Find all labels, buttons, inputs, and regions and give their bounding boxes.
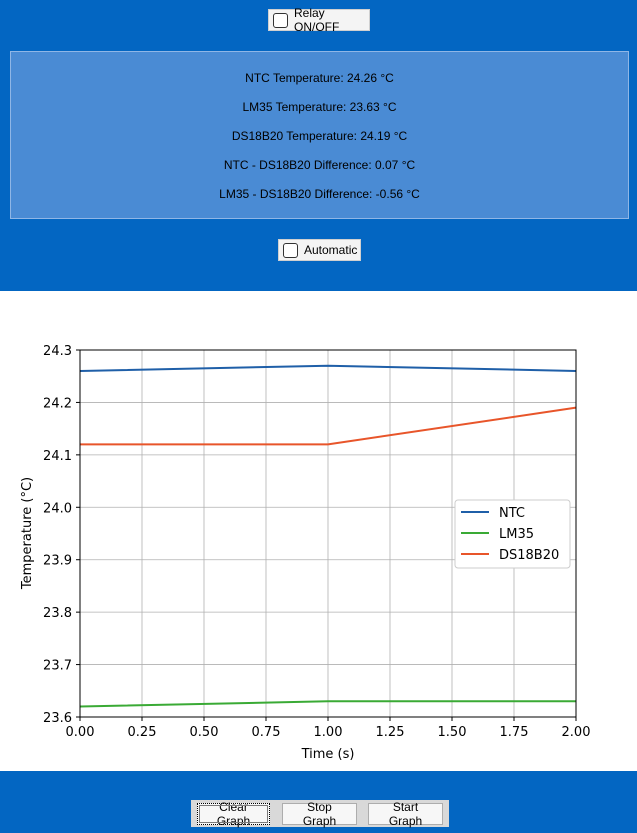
y-tick-label: 23.7	[43, 659, 72, 674]
x-tick-label: 0.75	[252, 725, 281, 740]
lm35-reading: LM35 Temperature: 23.63 °C	[242, 100, 397, 114]
ntc-difference-reading: NTC - DS18B20 Difference: 0.07 °C	[223, 158, 416, 172]
chart-legend: NTC LM35 DS18B20	[454, 499, 571, 569]
x-tick-label: 1.00	[314, 725, 343, 740]
x-tick-label: 0.50	[190, 725, 219, 740]
y-axis-label: Temperature (°C)	[20, 477, 35, 590]
y-tick-label: 24.2	[43, 396, 72, 411]
chart-series	[79, 364, 577, 708]
x-tick-label: 1.50	[438, 725, 467, 740]
x-tick-label: 0.25	[128, 725, 157, 740]
y-tick-label: 24.1	[43, 449, 72, 464]
x-axis-label: Time (s)	[301, 747, 355, 762]
x-tick-label: 1.25	[376, 725, 405, 740]
y-tick-label: 23.9	[43, 554, 72, 569]
lm35-difference-reading: LM35 - DS18B20 Difference: -0.56 °C	[219, 187, 420, 201]
checkbox-square-icon[interactable]	[283, 242, 298, 258]
x-tick-label: 0.00	[66, 725, 95, 740]
automatic-label: Automatic	[304, 243, 358, 257]
stop-graph-button[interactable]: Stop Graph	[282, 800, 357, 828]
legend-box	[454, 499, 571, 569]
series-line-lm35	[79, 700, 576, 708]
series-line-ntc	[79, 364, 577, 372]
start-graph-button[interactable]: Start Graph	[368, 800, 443, 828]
readings-panel: NTC Temperature: 24.26 °C LM35 Temperatu…	[10, 51, 629, 219]
chart-ticks: 0.00 0.25 0.50 0.75 1.00 1.25 1.50 1.75 2.00 23.6…	[43, 344, 590, 740]
y-tick-label: 23.6	[43, 711, 72, 726]
legend-label-ds18b20: DS18B20	[499, 548, 559, 563]
relay-checkbox[interactable]: Relay ON/OFF	[268, 6, 370, 34]
x-tick-label: 1.75	[500, 725, 529, 740]
automatic-checkbox[interactable]: Automatic	[278, 239, 361, 261]
legend-label-ntc: NTC	[499, 506, 525, 521]
x-tick-label: 2.00	[562, 725, 591, 740]
relay-label: Relay ON/OFF	[294, 6, 340, 34]
y-tick-label: 24.0	[43, 501, 72, 516]
ds18b20-reading: DS18B20 Temperature: 24.19 °C	[231, 129, 408, 143]
legend-label-lm35: LM35	[499, 527, 534, 542]
checkbox-square-icon[interactable]	[273, 12, 288, 28]
y-tick-label: 24.3	[43, 344, 72, 359]
clear-graph-button[interactable]: Clear Graph	[197, 800, 270, 828]
y-tick-label: 23.8	[43, 606, 72, 621]
ntc-reading: NTC Temperature: 24.26 °C	[245, 71, 394, 85]
temperature-chart: 0.00 0.25 0.50 0.75 1.00 1.25 1.50 1.75 2.00 23.6…	[20, 344, 590, 762]
series-line-ds18b20	[80, 406, 577, 446]
